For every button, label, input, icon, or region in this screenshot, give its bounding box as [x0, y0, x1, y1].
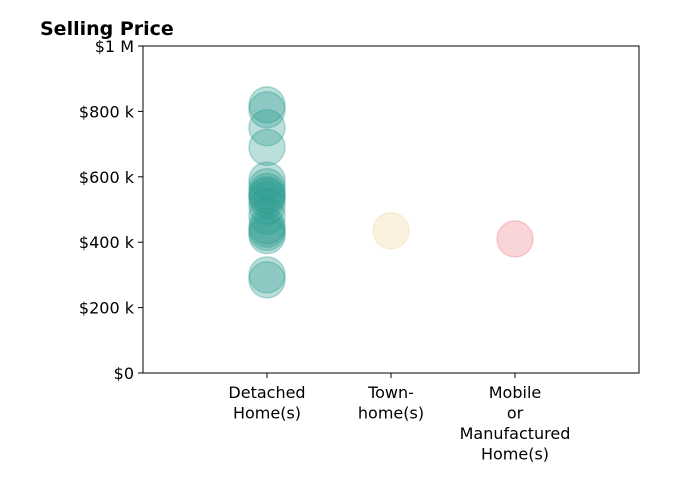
y-tick-label: $600 k [79, 168, 135, 187]
data-point [248, 128, 286, 167]
data-point [248, 210, 286, 248]
y-tick-label: $200 k [79, 299, 135, 318]
data-point [248, 256, 286, 294]
plot-area-frame [142, 45, 640, 374]
data-point [248, 197, 286, 235]
y-axis: $0 $200 k $400 k $600 k $800 k $1 M [79, 37, 143, 383]
data-point [248, 261, 286, 299]
data-point [248, 177, 286, 216]
y-tick-label: $1 M [95, 37, 134, 56]
data-point [496, 220, 534, 258]
data-point [248, 207, 286, 245]
data-point [248, 187, 286, 225]
y-tick-label: $800 k [79, 102, 135, 121]
data-point [248, 161, 286, 199]
data-point [248, 86, 286, 124]
data-point [372, 212, 410, 250]
data-point [248, 172, 286, 211]
chart-title: Selling Price [40, 18, 174, 40]
data-point [248, 176, 286, 214]
data-point [248, 180, 286, 219]
data-point [248, 109, 286, 147]
data-point [248, 213, 286, 252]
x-axis: Detached Home(s) Town-home(s) Mobile or Manuf… [228, 373, 570, 464]
x-category-label: Mobile or Manufactured Home(s) [460, 383, 571, 464]
data-point [248, 167, 286, 206]
y-tick-label: $400 k [79, 233, 135, 252]
y-tick-label: $0 [114, 364, 134, 383]
data-point [248, 216, 286, 255]
x-category-label: Town-home(s) [358, 383, 424, 423]
x-category-label: Detached Home(s) [228, 383, 305, 423]
points-layer [248, 86, 534, 299]
data-point [248, 91, 286, 129]
